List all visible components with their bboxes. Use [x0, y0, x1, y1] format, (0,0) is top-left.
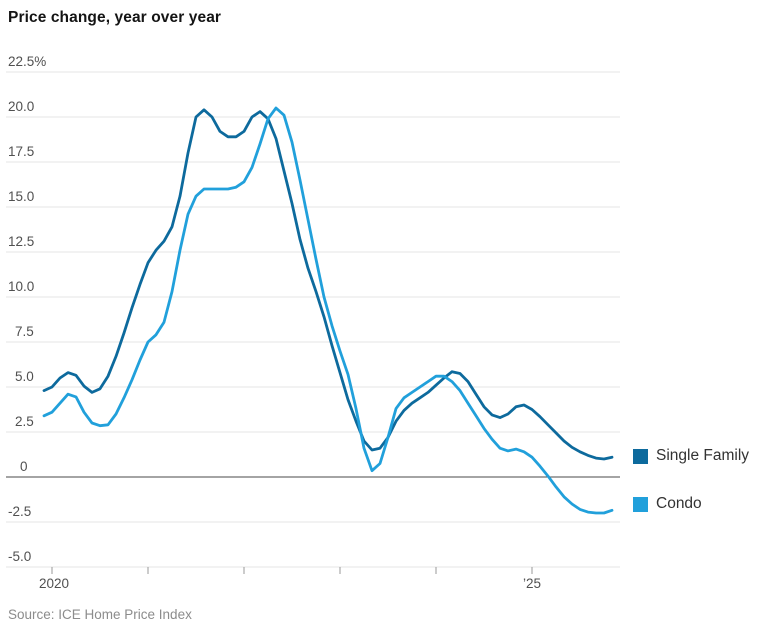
y-axis-label: 17.5	[8, 144, 35, 159]
y-axis-label: 20.0	[8, 99, 35, 114]
y-axis-label: 15.0	[8, 189, 35, 204]
legend-label-condo: Condo	[656, 495, 702, 512]
series-line-condo	[42, 106, 614, 515]
y-axis-label: -5.0	[8, 549, 32, 564]
y-axis-label: 0	[20, 459, 28, 474]
y-axis-label: 22.5%	[8, 54, 47, 69]
y-axis-label: 5.0	[15, 369, 34, 384]
chart-title: Price change, year over year	[8, 9, 222, 26]
condo-swatch-icon	[633, 496, 648, 512]
y-axis-label: 10.0	[8, 279, 35, 294]
series-line-single-family	[42, 108, 614, 461]
y-axis-label: 7.5	[15, 324, 34, 339]
y-axis-label: 2.5	[15, 414, 34, 429]
legend-item-condo: Condo	[633, 495, 702, 513]
single-family-swatch-icon	[633, 448, 648, 464]
y-axis-label: 12.5	[8, 234, 35, 249]
legend-item-single-family: Single Family	[633, 447, 749, 465]
legend-label-single-family: Single Family	[656, 447, 750, 464]
y-axis-label: -2.5	[8, 504, 32, 519]
x-axis-label-2020: 2020	[38, 576, 70, 591]
source-note: Source: ICE Home Price Index	[8, 607, 192, 622]
x-axis-label-25: ’25	[522, 576, 541, 591]
